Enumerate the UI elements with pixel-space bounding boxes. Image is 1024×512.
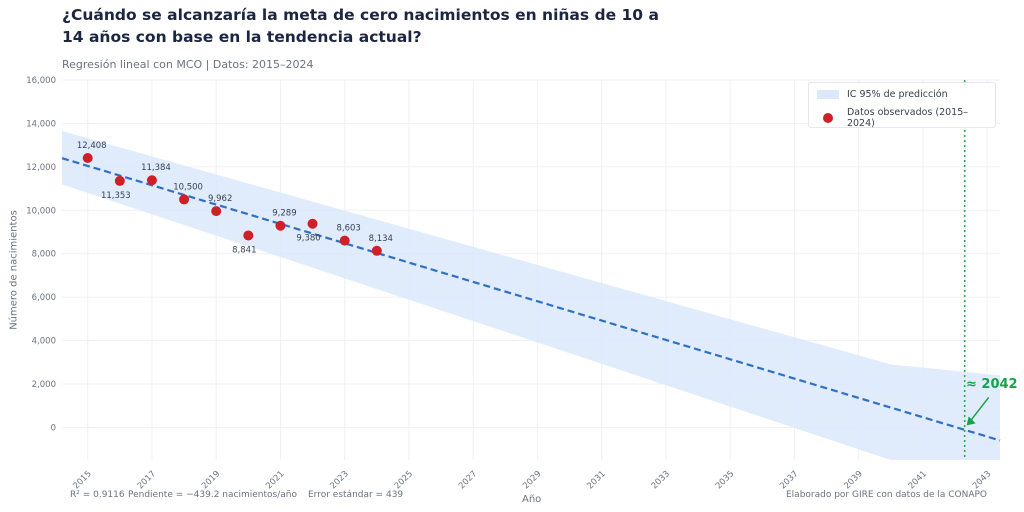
data-point bbox=[179, 194, 190, 205]
chart-legend: IC 95% de predicción Datos observados (2… bbox=[808, 82, 996, 129]
data-point bbox=[146, 175, 157, 186]
footer-stderr: Error estándar = 439 bbox=[308, 490, 404, 500]
x-tick-label: 2015 bbox=[71, 469, 93, 491]
chart-subtitle: Regresión lineal con MCO | Datos: 2015–2… bbox=[62, 58, 314, 71]
x-tick-label: 2043 bbox=[971, 469, 993, 491]
band-swatch-icon bbox=[817, 90, 839, 99]
legend-item-band: IC 95% de predicción bbox=[817, 89, 948, 100]
x-tick-label: 2035 bbox=[714, 469, 736, 491]
x-tick-label: 2027 bbox=[457, 469, 479, 491]
data-point bbox=[275, 220, 286, 231]
data-label: 10,500 bbox=[173, 182, 203, 192]
legend-points-label: Datos observados (2015–2024) bbox=[846, 107, 969, 129]
annotation-arrowhead bbox=[966, 416, 976, 426]
data-point bbox=[307, 218, 318, 229]
x-tick-label: 2031 bbox=[585, 469, 607, 491]
y-tick-label: 8,000 bbox=[32, 250, 56, 260]
prediction-interval-band bbox=[62, 131, 1000, 460]
legend-item-points: Datos observados (2015–2024) bbox=[817, 107, 995, 129]
y-tick-label: 14,000 bbox=[26, 119, 56, 129]
data-label: 9,380 bbox=[296, 234, 320, 244]
x-tick-label: 2041 bbox=[907, 469, 929, 491]
x-tick-label: 2021 bbox=[264, 469, 286, 491]
x-tick-label: 2029 bbox=[521, 469, 543, 491]
data-label: 9,962 bbox=[208, 194, 232, 204]
x-tick-label: 2019 bbox=[200, 469, 222, 491]
data-label: 9,289 bbox=[272, 209, 296, 219]
x-tick-label: 2039 bbox=[842, 469, 864, 491]
y-tick-label: 0 bbox=[51, 423, 56, 433]
data-point bbox=[211, 206, 222, 217]
footer-slope: Pendiente = −439.2 nacimientos/año bbox=[128, 490, 297, 500]
data-point bbox=[243, 230, 254, 241]
y-tick-label: 4,000 bbox=[32, 337, 56, 347]
data-label: 12,408 bbox=[77, 141, 107, 151]
data-label: 8,134 bbox=[369, 234, 393, 244]
legend-band-label: IC 95% de predicción bbox=[847, 89, 948, 100]
data-label: 8,841 bbox=[232, 245, 256, 255]
trend-line bbox=[61, 157, 1001, 442]
data-point bbox=[371, 245, 382, 256]
y-tick-label: 10,000 bbox=[26, 206, 56, 216]
footer-source: Elaborado por GIRE con datos de la CONAP… bbox=[786, 490, 988, 500]
point-marker-icon bbox=[823, 113, 833, 123]
y-tick-label: 6,000 bbox=[32, 293, 56, 303]
data-point bbox=[114, 175, 125, 186]
x-tick-label: 2025 bbox=[393, 469, 415, 491]
y-tick-label: 12,000 bbox=[26, 163, 56, 173]
x-axis-label: Año bbox=[522, 494, 542, 505]
x-tick-label: 2033 bbox=[650, 469, 672, 491]
x-tick-label: 2037 bbox=[778, 469, 800, 491]
chart-title: ¿Cuándo se alcanzaría la meta de cero na… bbox=[62, 6, 659, 46]
data-label: 11,353 bbox=[101, 191, 131, 201]
target-year-annotation: ≈ 2042 bbox=[966, 377, 1018, 392]
footer-r2: R² = 0.9116 bbox=[70, 490, 125, 500]
data-label: 11,384 bbox=[141, 163, 171, 173]
data-point bbox=[82, 152, 93, 163]
x-tick-label: 2023 bbox=[328, 469, 350, 491]
y-tick-label: 16,000 bbox=[26, 76, 56, 86]
data-label: 8,603 bbox=[337, 224, 361, 234]
y-tick-label: 2,000 bbox=[32, 380, 56, 390]
x-tick-label: 2017 bbox=[136, 469, 158, 491]
data-point bbox=[339, 235, 350, 246]
